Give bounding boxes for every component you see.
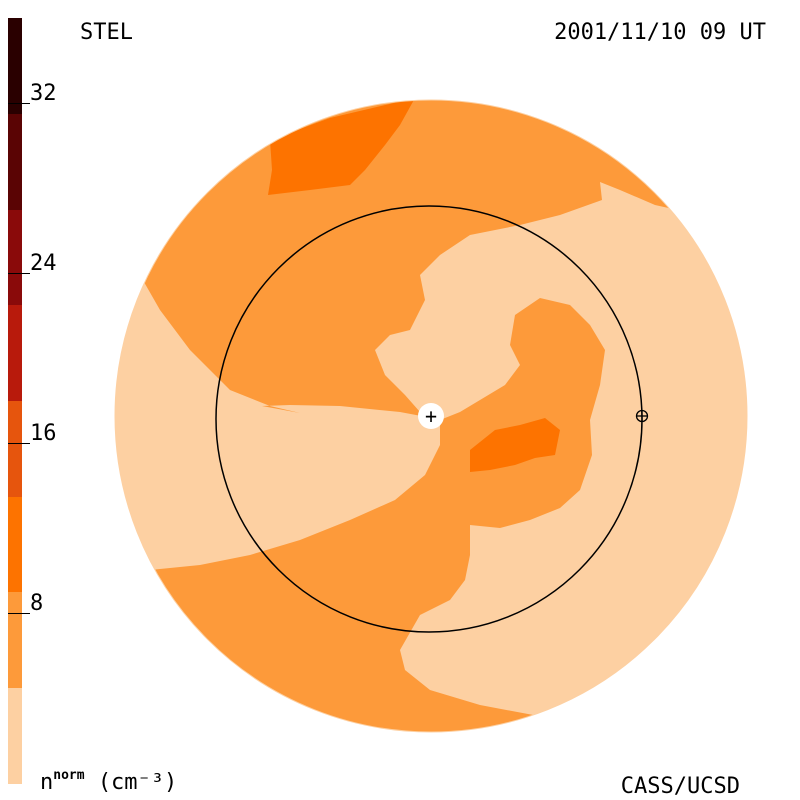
map-outer-boundary xyxy=(114,99,748,733)
timestamp: 2001/11/10 09 UT xyxy=(554,20,766,45)
credit-label: CASS/UCSD xyxy=(620,774,740,799)
colorbar-segment xyxy=(8,591,22,688)
colorbar-segment xyxy=(8,400,22,497)
source-label: STEL xyxy=(80,20,133,45)
density-region-mid-south xyxy=(115,298,747,732)
units-superscript: norm xyxy=(53,768,85,783)
colorbar-segment xyxy=(8,18,22,115)
sun-disk xyxy=(418,403,444,429)
colorbar-tick xyxy=(8,273,30,274)
colorbar-segment xyxy=(8,113,22,210)
colorbar-segment xyxy=(8,687,22,784)
sun-marker-icon: + xyxy=(425,404,437,428)
colorbar-tick xyxy=(8,103,30,104)
colorbar-tick-label: 8 xyxy=(30,591,44,616)
colorbar xyxy=(8,18,22,784)
colorbar-segment xyxy=(8,209,22,306)
colorbar-segment xyxy=(8,496,22,593)
colorbar-tick-label: 32 xyxy=(30,81,57,106)
density-region-mid-north xyxy=(115,100,747,418)
earth-marker-icon xyxy=(635,409,649,423)
colorbar-tick xyxy=(8,443,30,444)
colorbar-tick xyxy=(8,613,30,614)
colorbar-tick-label: 24 xyxy=(30,251,57,276)
colorbar-tick-label: 16 xyxy=(30,421,57,446)
colorbar-segment xyxy=(8,304,22,401)
density-region-high-north xyxy=(268,100,415,195)
units-base: n xyxy=(40,770,54,795)
units-rest: (cm⁻³) xyxy=(97,770,178,795)
density-region-high-east xyxy=(470,418,560,472)
units-label: nnorm (cm⁻³) xyxy=(40,769,178,795)
